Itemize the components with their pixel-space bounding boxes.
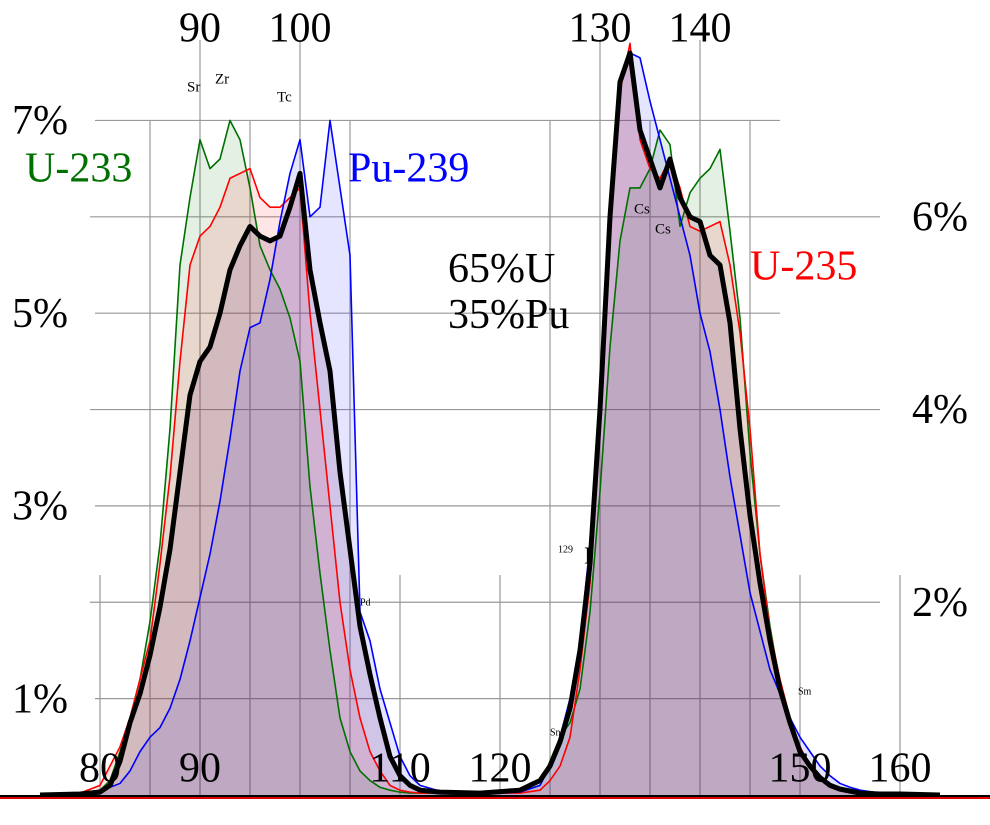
area: [40, 53, 940, 795]
x2-tick-label: 140: [669, 6, 732, 52]
x-tick-label: 150: [769, 746, 832, 792]
series-label: U-235: [750, 244, 857, 290]
annotation: Sm: [798, 686, 812, 697]
series-label: 65%U 35%Pu: [448, 246, 570, 338]
y-tick-label: 7%: [12, 98, 68, 144]
annotation: Zr: [215, 71, 229, 87]
annotation: Cs: [655, 221, 671, 237]
x-tick-label: 160: [869, 746, 932, 792]
series-label: U-233: [25, 146, 132, 192]
x-tick-label: 120: [469, 746, 532, 792]
series-line: [39, 50, 941, 798]
area: [40, 43, 940, 795]
x-tick-label: 90: [179, 746, 221, 792]
x2-tick-label: 90: [179, 6, 221, 52]
area: [40, 120, 940, 796]
x-tick-label: 110: [369, 746, 430, 792]
x2-tick-label: 130: [569, 6, 632, 52]
y-tick-label: 3%: [12, 484, 68, 530]
y-tick-label: 1%: [12, 676, 68, 722]
y-tick-label: 5%: [12, 291, 68, 337]
annotation: Pd: [360, 597, 371, 608]
annotation: Tc: [277, 89, 292, 105]
y2-tick-label: 2%: [912, 580, 968, 626]
annotation-superscript: 129: [558, 544, 573, 555]
x-tick-label: 80: [79, 746, 121, 792]
annotation: I: [584, 544, 592, 570]
y2-tick-label: 6%: [912, 194, 968, 240]
y2-tick-label: 4%: [912, 387, 968, 433]
x2-tick-label: 100: [269, 6, 332, 52]
series-label: Pu-239: [348, 146, 469, 192]
annotation: Sr: [187, 79, 200, 95]
annotation: Cs: [634, 201, 650, 217]
annotation: Sn: [550, 727, 561, 738]
